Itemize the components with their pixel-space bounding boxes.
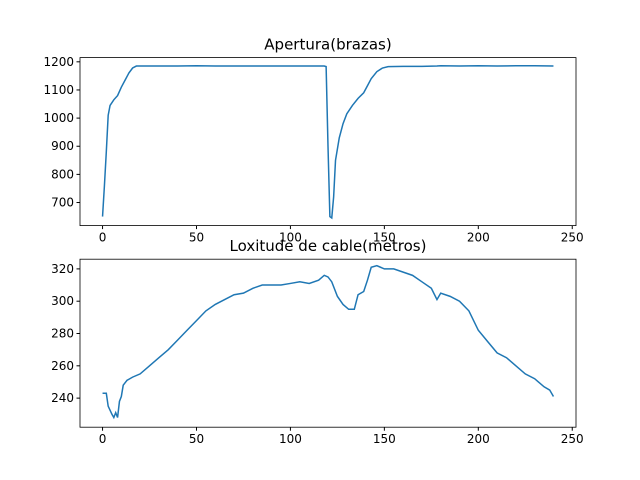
x-tick-label: 150 [373,432,396,446]
y-tick-label: 240 [51,391,74,405]
y-tick-label: 700 [51,196,74,210]
x-tick-label: 250 [561,432,584,446]
x-tick-label: 100 [279,432,302,446]
y-tick-label: 1000 [43,111,74,125]
axes-frame [79,57,577,226]
y-tick-label: 320 [51,262,74,276]
y-tick-label: 1100 [43,83,74,97]
data-line [102,264,555,420]
x-tick-label: 50 [189,432,204,446]
x-tick-label: 0 [99,231,107,245]
chart-title: Loxitude de cable(metros) [230,237,427,255]
x-tick-label: 200 [467,231,490,245]
x-tick-label: 0 [99,432,107,446]
y-tick-label: 900 [51,139,74,153]
chart-title: Apertura(brazas) [264,36,391,54]
y-tick-label: 800 [51,167,74,181]
x-tick-label: 150 [373,231,396,245]
x-tick-label: 50 [189,231,204,245]
x-tick-label: 200 [467,432,490,446]
y-tick-label: 260 [51,359,74,373]
x-tick-label: 100 [279,231,302,245]
axes-frame [79,258,577,428]
y-tick-label: 1200 [43,55,74,69]
x-tick-label: 250 [561,231,584,245]
data-line [101,65,554,220]
y-tick-label: 280 [51,327,74,341]
y-tick-label: 300 [51,294,74,308]
